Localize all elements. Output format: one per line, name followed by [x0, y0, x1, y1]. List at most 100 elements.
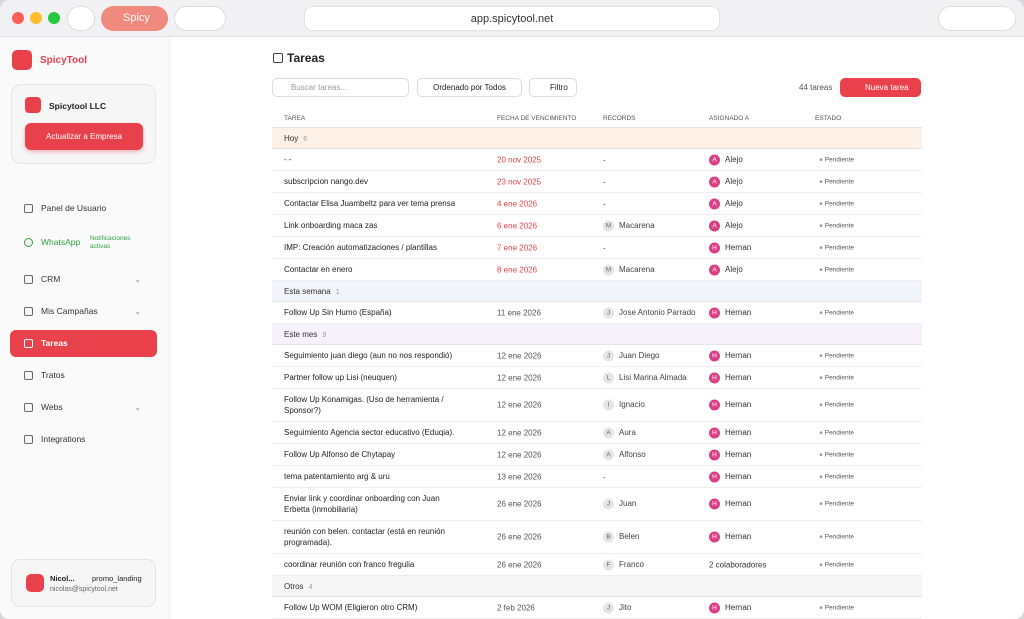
status-select[interactable]: ● Pendiente: [819, 429, 854, 436]
group-header[interactable]: Este mes 9: [272, 324, 922, 345]
task-row[interactable]: subscripcion nango.dev 23 nov 2025 - A Alejo…: [272, 171, 922, 193]
new-task-button[interactable]: Nueva tarea: [840, 78, 921, 97]
assignee-name: Alejo: [725, 176, 743, 186]
status-select[interactable]: ● Pendiente: [819, 156, 854, 163]
address-bar[interactable]: app.spicytool.net: [304, 6, 720, 31]
task-row[interactable]: Follow Up Sin Humo (España) 11 ene 2026 J J…: [272, 302, 922, 324]
record-name: Belen: [619, 532, 640, 542]
status-select[interactable]: ● Pendiente: [819, 309, 854, 316]
status-dot: ●: [819, 200, 825, 207]
task-row[interactable]: Enviar link y coordinar onboarding con J…: [272, 488, 922, 521]
status-label: Pendiente: [824, 473, 855, 480]
task-row[interactable]: Link onboarding maca zas 6 ene 2026 M Macar…: [272, 215, 922, 237]
status-select[interactable]: ● Pendiente: [819, 451, 854, 458]
group-header[interactable]: Esta semana 1: [272, 281, 922, 302]
due-date: 12 ene 2026: [497, 428, 542, 437]
nav-item[interactable]: Tratos: [10, 362, 157, 389]
record-avatar: M: [603, 264, 614, 275]
status-label: Pendiente: [824, 533, 855, 541]
zoom-button[interactable]: [48, 12, 60, 24]
assignee: H Hernan: [709, 427, 751, 438]
nav-icon: [24, 435, 33, 444]
task-row[interactable]: - - 20 nov 2025 - A Alejo ● Pendiente: [272, 149, 922, 171]
group-header[interactable]: Hoy 6: [272, 128, 922, 149]
task-row[interactable]: Contactar en enero 8 ene 2026 M Macarena A Al…: [272, 259, 922, 281]
record-name: Juan Diego: [619, 350, 660, 360]
task-row[interactable]: tema patentamiento arg & uru 13 ene 2026 -…: [272, 466, 922, 488]
assignee: H Hernan: [709, 531, 751, 543]
task-row[interactable]: reunión con belen. contactar (está en re…: [272, 521, 922, 554]
nav-item[interactable]: Webs ⌄: [10, 394, 157, 421]
status-dot: ●: [819, 451, 825, 458]
task-row[interactable]: Follow Up Konamigas. (Uso de herramienta…: [272, 389, 922, 422]
toolbar-actions[interactable]: [938, 6, 1016, 31]
column-header: TAREA: [284, 115, 306, 122]
sidebar-toggle[interactable]: [67, 6, 95, 31]
user-card[interactable]: Nicol... promo_landing nicolas@spicytool…: [11, 559, 156, 607]
assignee-name: Alejo: [725, 264, 743, 274]
assignee-name: Hernan: [725, 427, 752, 437]
status-select[interactable]: ● Pendiente: [819, 473, 854, 480]
status-select[interactable]: ● Pendiente: [819, 200, 854, 207]
nav-icon: [24, 371, 33, 380]
minimize-button[interactable]: [30, 12, 42, 24]
status-select[interactable]: ● Pendiente: [819, 374, 854, 381]
nav-item[interactable]: Mis Campañas ⌄: [10, 298, 157, 325]
nav-label: Tareas: [41, 338, 68, 348]
status-select[interactable]: ● Pendiente: [819, 266, 854, 273]
record: J Juan: [603, 498, 636, 510]
task-name: Follow Up Sin Humo (España): [284, 308, 392, 317]
task-row[interactable]: Seguimiento Agencia sector educativo (Ed…: [272, 422, 922, 444]
filter-button[interactable]: Filtro: [529, 78, 577, 97]
close-button[interactable]: [12, 12, 24, 24]
status-label: Pendiente: [824, 374, 855, 381]
record-avatar: J: [603, 498, 614, 510]
record: -: [603, 155, 606, 164]
tab-group[interactable]: Spicy: [101, 6, 168, 31]
assignee: 2 colaboradores: [709, 560, 766, 569]
nav-item[interactable]: Tareas: [10, 330, 157, 357]
status-dot: ●: [819, 500, 825, 508]
task-row[interactable]: Follow Up Alfonso de Chytapay 12 ene 2026…: [272, 444, 922, 466]
task-row[interactable]: IMP: Creación automatizaciones / plantil…: [272, 237, 922, 259]
task-name: reunión con belen. contactar (está en re…: [284, 527, 445, 547]
user-avatar: [26, 574, 44, 592]
assignee-name: Alejo: [725, 198, 743, 208]
assignee-name: Hernan: [725, 242, 752, 252]
page-title: Tareas: [273, 51, 325, 65]
status-select[interactable]: ● Pendiente: [819, 534, 854, 541]
status-select[interactable]: ● Pendiente: [819, 244, 854, 251]
status-label: Pendiente: [824, 266, 855, 273]
assignee-name: Hernan: [725, 449, 752, 459]
chevron: ⌄: [134, 275, 141, 284]
nav-item[interactable]: CRM ⌄: [10, 266, 157, 293]
status-select[interactable]: ● Pendiente: [819, 561, 854, 568]
due-date: 23 nov 2025: [497, 177, 542, 186]
task-row[interactable]: Partner follow up Lisi (neuquen) 12 ene 2…: [272, 367, 922, 389]
nav-item[interactable]: Integrations: [10, 426, 157, 453]
status-select[interactable]: ● Pendiente: [819, 402, 854, 409]
status-select[interactable]: ● Pendiente: [819, 604, 854, 611]
upgrade-button[interactable]: Actualizar a Empresa: [25, 123, 143, 150]
assignee-avatar: H: [709, 449, 720, 460]
status-select[interactable]: ● Pendiente: [819, 501, 854, 508]
status-select[interactable]: ● Pendiente: [819, 352, 854, 359]
task-row[interactable]: coordinar reunión con franco fregulia 26 …: [272, 554, 922, 576]
status-label: Pendiente: [824, 200, 855, 207]
nav-item[interactable]: Panel de Usuario: [10, 195, 157, 222]
task-row[interactable]: Contactar Elisa Juambeltz para ver tema …: [272, 193, 922, 215]
back-forward[interactable]: [174, 6, 226, 31]
task-row[interactable]: Seguimiento juan diego (aun no nos respo…: [272, 345, 922, 367]
status-select[interactable]: ● Pendiente: [819, 222, 854, 229]
task-row[interactable]: Follow Up WOM (Eligieron otro CRM) 2 feb …: [272, 597, 922, 619]
status-select[interactable]: ● Pendiente: [819, 178, 854, 185]
sort-select[interactable]: Ordenado por Todos: [417, 78, 522, 97]
nav-item[interactable]: WhatsApp Notificaciones activas: [10, 229, 157, 256]
record-avatar: M: [603, 220, 614, 231]
assignee-avatar: H: [709, 531, 720, 543]
group-header[interactable]: Otros 4: [272, 576, 922, 597]
record: J Jito: [603, 602, 631, 613]
status-dot: ●: [819, 473, 825, 480]
search-input[interactable]: Buscar tareas...: [272, 78, 409, 97]
